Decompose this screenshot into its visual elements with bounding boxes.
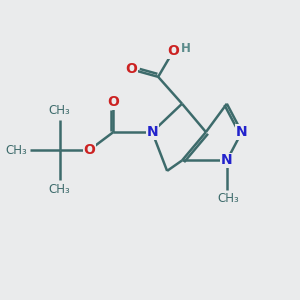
Text: O: O [167, 44, 179, 58]
Text: O: O [83, 143, 95, 157]
Text: O: O [107, 95, 119, 109]
Text: CH₃: CH₃ [49, 183, 70, 196]
Text: N: N [221, 154, 232, 167]
Text: N: N [146, 125, 158, 139]
Text: H: H [181, 42, 190, 55]
Text: CH₃: CH₃ [49, 104, 70, 117]
Text: O: O [125, 62, 137, 76]
Text: CH₃: CH₃ [5, 143, 27, 157]
Text: N: N [236, 125, 248, 139]
Text: CH₃: CH₃ [218, 192, 239, 205]
